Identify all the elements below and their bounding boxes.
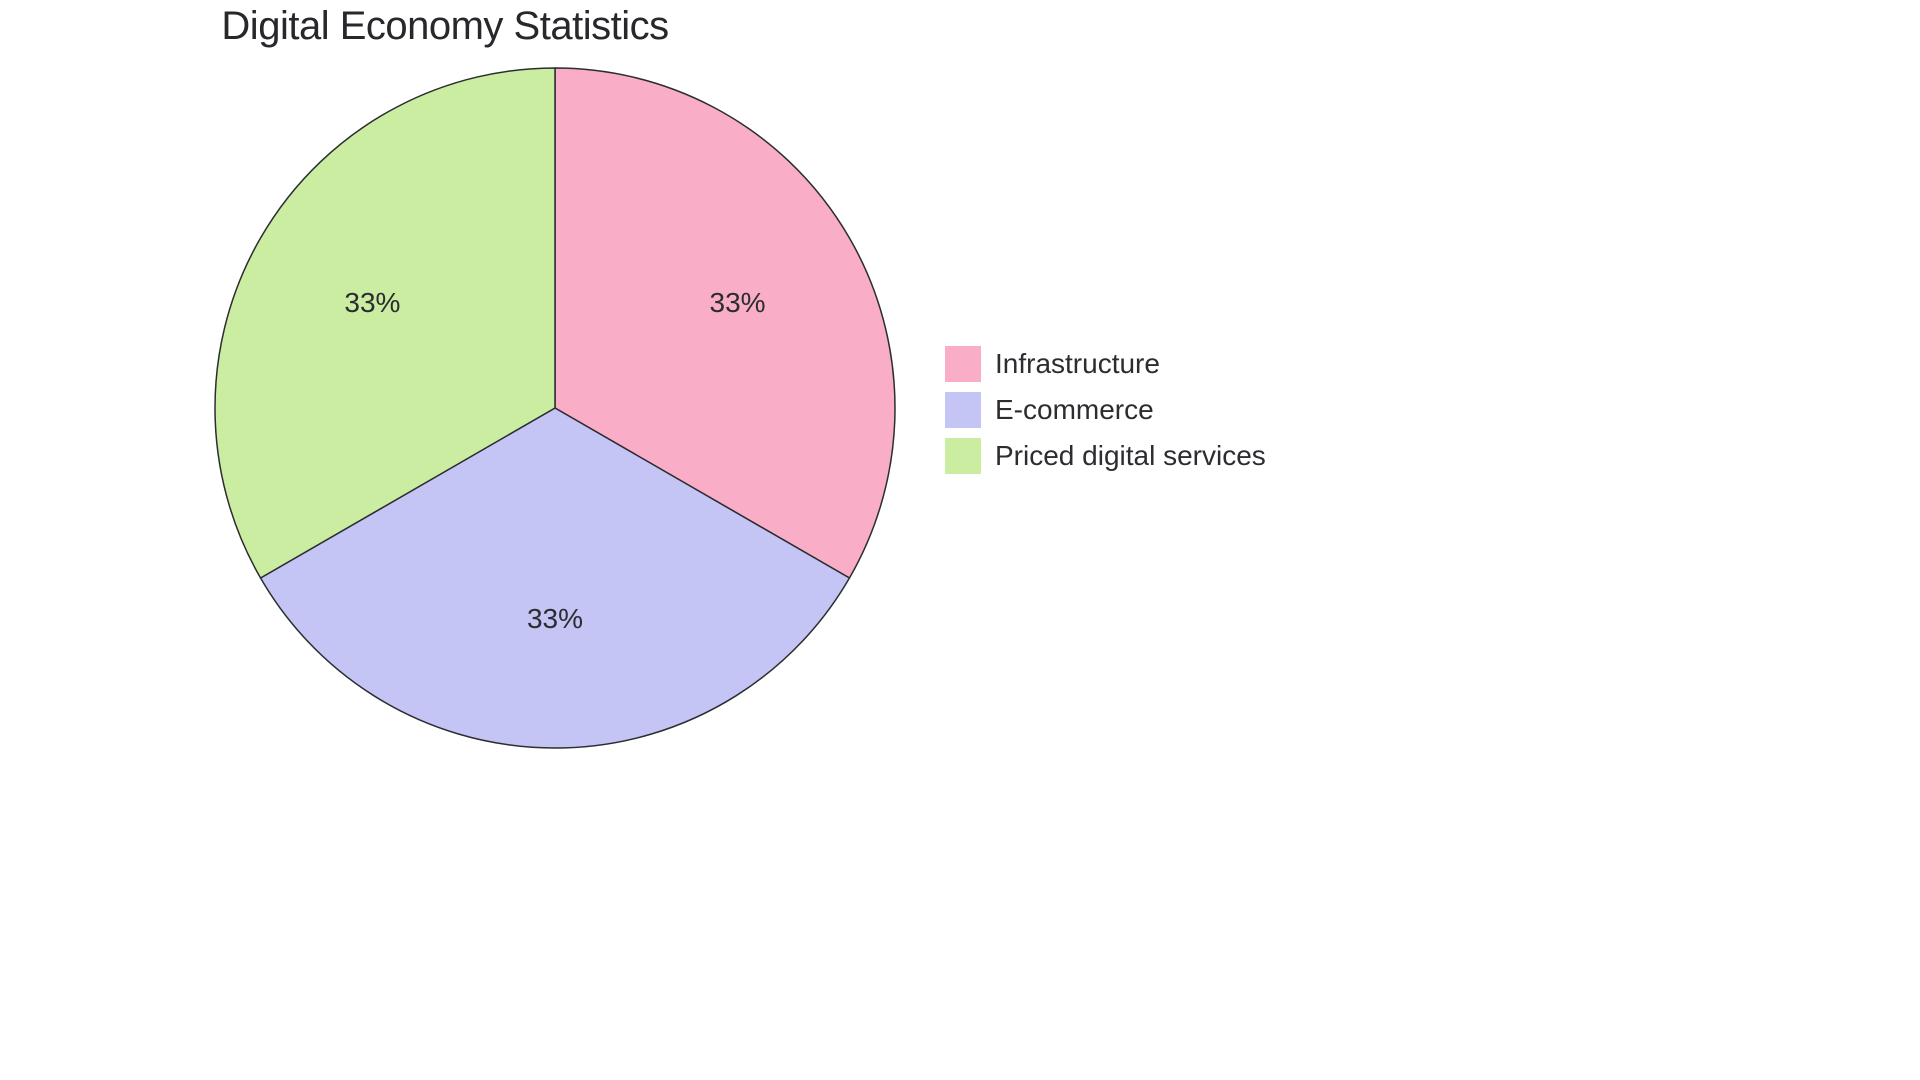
legend-label: Priced digital services — [995, 440, 1266, 472]
legend-swatch — [945, 346, 981, 382]
slice-label: 33% — [344, 287, 400, 319]
pie-chart — [213, 66, 897, 750]
legend-swatch — [945, 438, 981, 474]
chart-title: Digital Economy Statistics — [0, 4, 890, 49]
pie-chart-container: Digital Economy Statistics 33% 33% 33% Inf… — [0, 0, 1500, 820]
legend-label: E-commerce — [995, 394, 1154, 426]
legend-swatch — [945, 392, 981, 428]
legend-item: E-commerce — [945, 392, 1266, 428]
legend-item: Priced digital services — [945, 438, 1266, 474]
legend-label: Infrastructure — [995, 348, 1160, 380]
slice-label: 33% — [527, 603, 583, 635]
legend: Infrastructure E-commerce Priced digital s… — [945, 346, 1266, 474]
slice-label: 33% — [710, 287, 766, 319]
legend-item: Infrastructure — [945, 346, 1266, 382]
